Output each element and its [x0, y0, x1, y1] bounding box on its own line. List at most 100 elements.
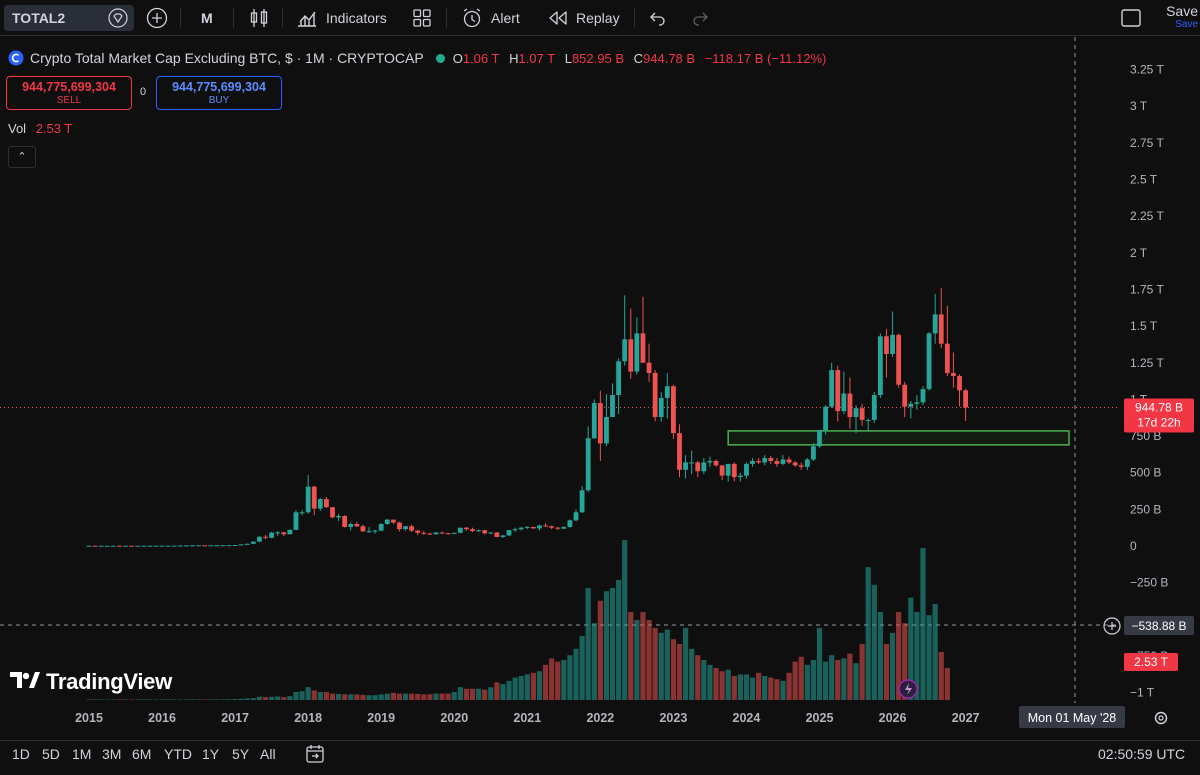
candle[interactable]	[336, 513, 341, 522]
candle[interactable]	[390, 519, 396, 525]
candle[interactable]	[141, 545, 147, 547]
candle[interactable]	[500, 535, 506, 538]
candle[interactable]	[110, 545, 116, 547]
range-all-button[interactable]: All	[260, 746, 276, 762]
support-zone-rectangle[interactable]	[727, 430, 1070, 446]
candle[interactable]	[208, 545, 214, 547]
candle[interactable]	[524, 526, 530, 530]
candle[interactable]	[573, 509, 579, 522]
candle[interactable]	[433, 532, 439, 535]
candle[interactable]	[908, 400, 914, 419]
add-alert-plus-icon[interactable]	[1103, 617, 1121, 635]
candle[interactable]	[634, 317, 640, 375]
candle[interactable]	[257, 536, 262, 543]
layouts-icon[interactable]	[412, 6, 432, 30]
candle[interactable]	[184, 545, 189, 547]
candle[interactable]	[123, 545, 128, 547]
candle[interactable]	[190, 545, 195, 547]
candle[interactable]	[604, 394, 609, 447]
candle[interactable]	[640, 296, 646, 363]
candle[interactable]	[963, 389, 968, 421]
candle[interactable]	[877, 333, 883, 398]
candle[interactable]	[896, 333, 902, 388]
candle[interactable]	[86, 545, 92, 547]
candle[interactable]	[98, 545, 104, 547]
candle[interactable]	[92, 545, 98, 547]
candle[interactable]	[324, 496, 329, 508]
candle[interactable]	[853, 405, 859, 434]
candle[interactable]	[451, 532, 457, 535]
symbol-search-button[interactable]: TOTAL2	[4, 5, 134, 31]
candle[interactable]	[871, 392, 877, 423]
candles-icon[interactable]	[249, 6, 269, 30]
candle[interactable]	[646, 343, 652, 382]
candle[interactable]	[555, 526, 561, 530]
candle[interactable]	[792, 460, 798, 467]
candle[interactable]	[762, 455, 768, 466]
candle[interactable]	[579, 485, 585, 514]
candle[interactable]	[214, 545, 220, 547]
buy-button[interactable]: 944,775,699,304 BUY	[156, 76, 282, 110]
candle[interactable]	[622, 295, 628, 366]
candle[interactable]	[275, 531, 281, 536]
candle[interactable]	[506, 529, 512, 536]
candle[interactable]	[366, 526, 372, 533]
candle[interactable]	[811, 443, 816, 461]
candle[interactable]	[518, 526, 524, 531]
candle[interactable]	[287, 529, 293, 535]
candle[interactable]	[841, 371, 847, 415]
candle[interactable]	[269, 531, 275, 539]
range-1m-button[interactable]: 1M	[72, 746, 92, 762]
candle[interactable]	[494, 532, 500, 538]
candle[interactable]	[567, 519, 573, 528]
redo-icon[interactable]	[690, 6, 710, 30]
candle[interactable]	[135, 545, 141, 547]
tradingview-logo[interactable]: TradingView	[10, 668, 172, 695]
candle[interactable]	[707, 456, 713, 467]
candle[interactable]	[159, 545, 165, 547]
candle[interactable]	[537, 524, 542, 531]
interval-button[interactable]: M	[201, 10, 213, 26]
candle[interactable]	[725, 463, 731, 482]
go-to-date-icon[interactable]	[304, 743, 326, 768]
candle[interactable]	[177, 545, 183, 547]
candle[interactable]	[330, 507, 335, 519]
candle[interactable]	[951, 352, 956, 388]
candle[interactable]	[664, 373, 670, 419]
candle[interactable]	[944, 305, 950, 376]
candle[interactable]	[202, 545, 208, 547]
candle[interactable]	[786, 456, 792, 464]
alert-button[interactable]: Alert	[461, 6, 520, 30]
candle[interactable]	[591, 399, 597, 439]
candle[interactable]	[713, 459, 719, 467]
candle[interactable]	[902, 381, 908, 417]
candle[interactable]	[153, 545, 159, 547]
candle[interactable]	[512, 527, 518, 533]
candle[interactable]	[263, 534, 268, 540]
candle[interactable]	[658, 392, 664, 422]
range-1y-button[interactable]: 1Y	[202, 746, 220, 762]
candle[interactable]	[421, 531, 427, 536]
candle[interactable]	[597, 390, 603, 461]
candle[interactable]	[476, 529, 481, 533]
candle[interactable]	[403, 526, 408, 531]
candle[interactable]	[817, 430, 822, 448]
layout-square-icon[interactable]	[1120, 6, 1142, 30]
candle[interactable]	[884, 329, 889, 378]
candle[interactable]	[464, 526, 469, 531]
candle[interactable]	[238, 544, 244, 546]
candle[interactable]	[281, 532, 287, 537]
range-6m-button[interactable]: 6M	[132, 746, 152, 762]
candle[interactable]	[926, 331, 932, 391]
candle[interactable]	[847, 377, 853, 429]
candle[interactable]	[549, 525, 555, 530]
candle[interactable]	[768, 455, 774, 464]
candle[interactable]	[415, 529, 421, 536]
candle[interactable]	[530, 526, 536, 529]
candle[interactable]	[354, 521, 360, 527]
candle[interactable]	[914, 395, 920, 410]
current-price-badge[interactable]	[1124, 398, 1194, 433]
replay-button[interactable]: Replay	[548, 6, 620, 30]
candle[interactable]	[117, 545, 122, 547]
candle[interactable]	[756, 458, 762, 464]
